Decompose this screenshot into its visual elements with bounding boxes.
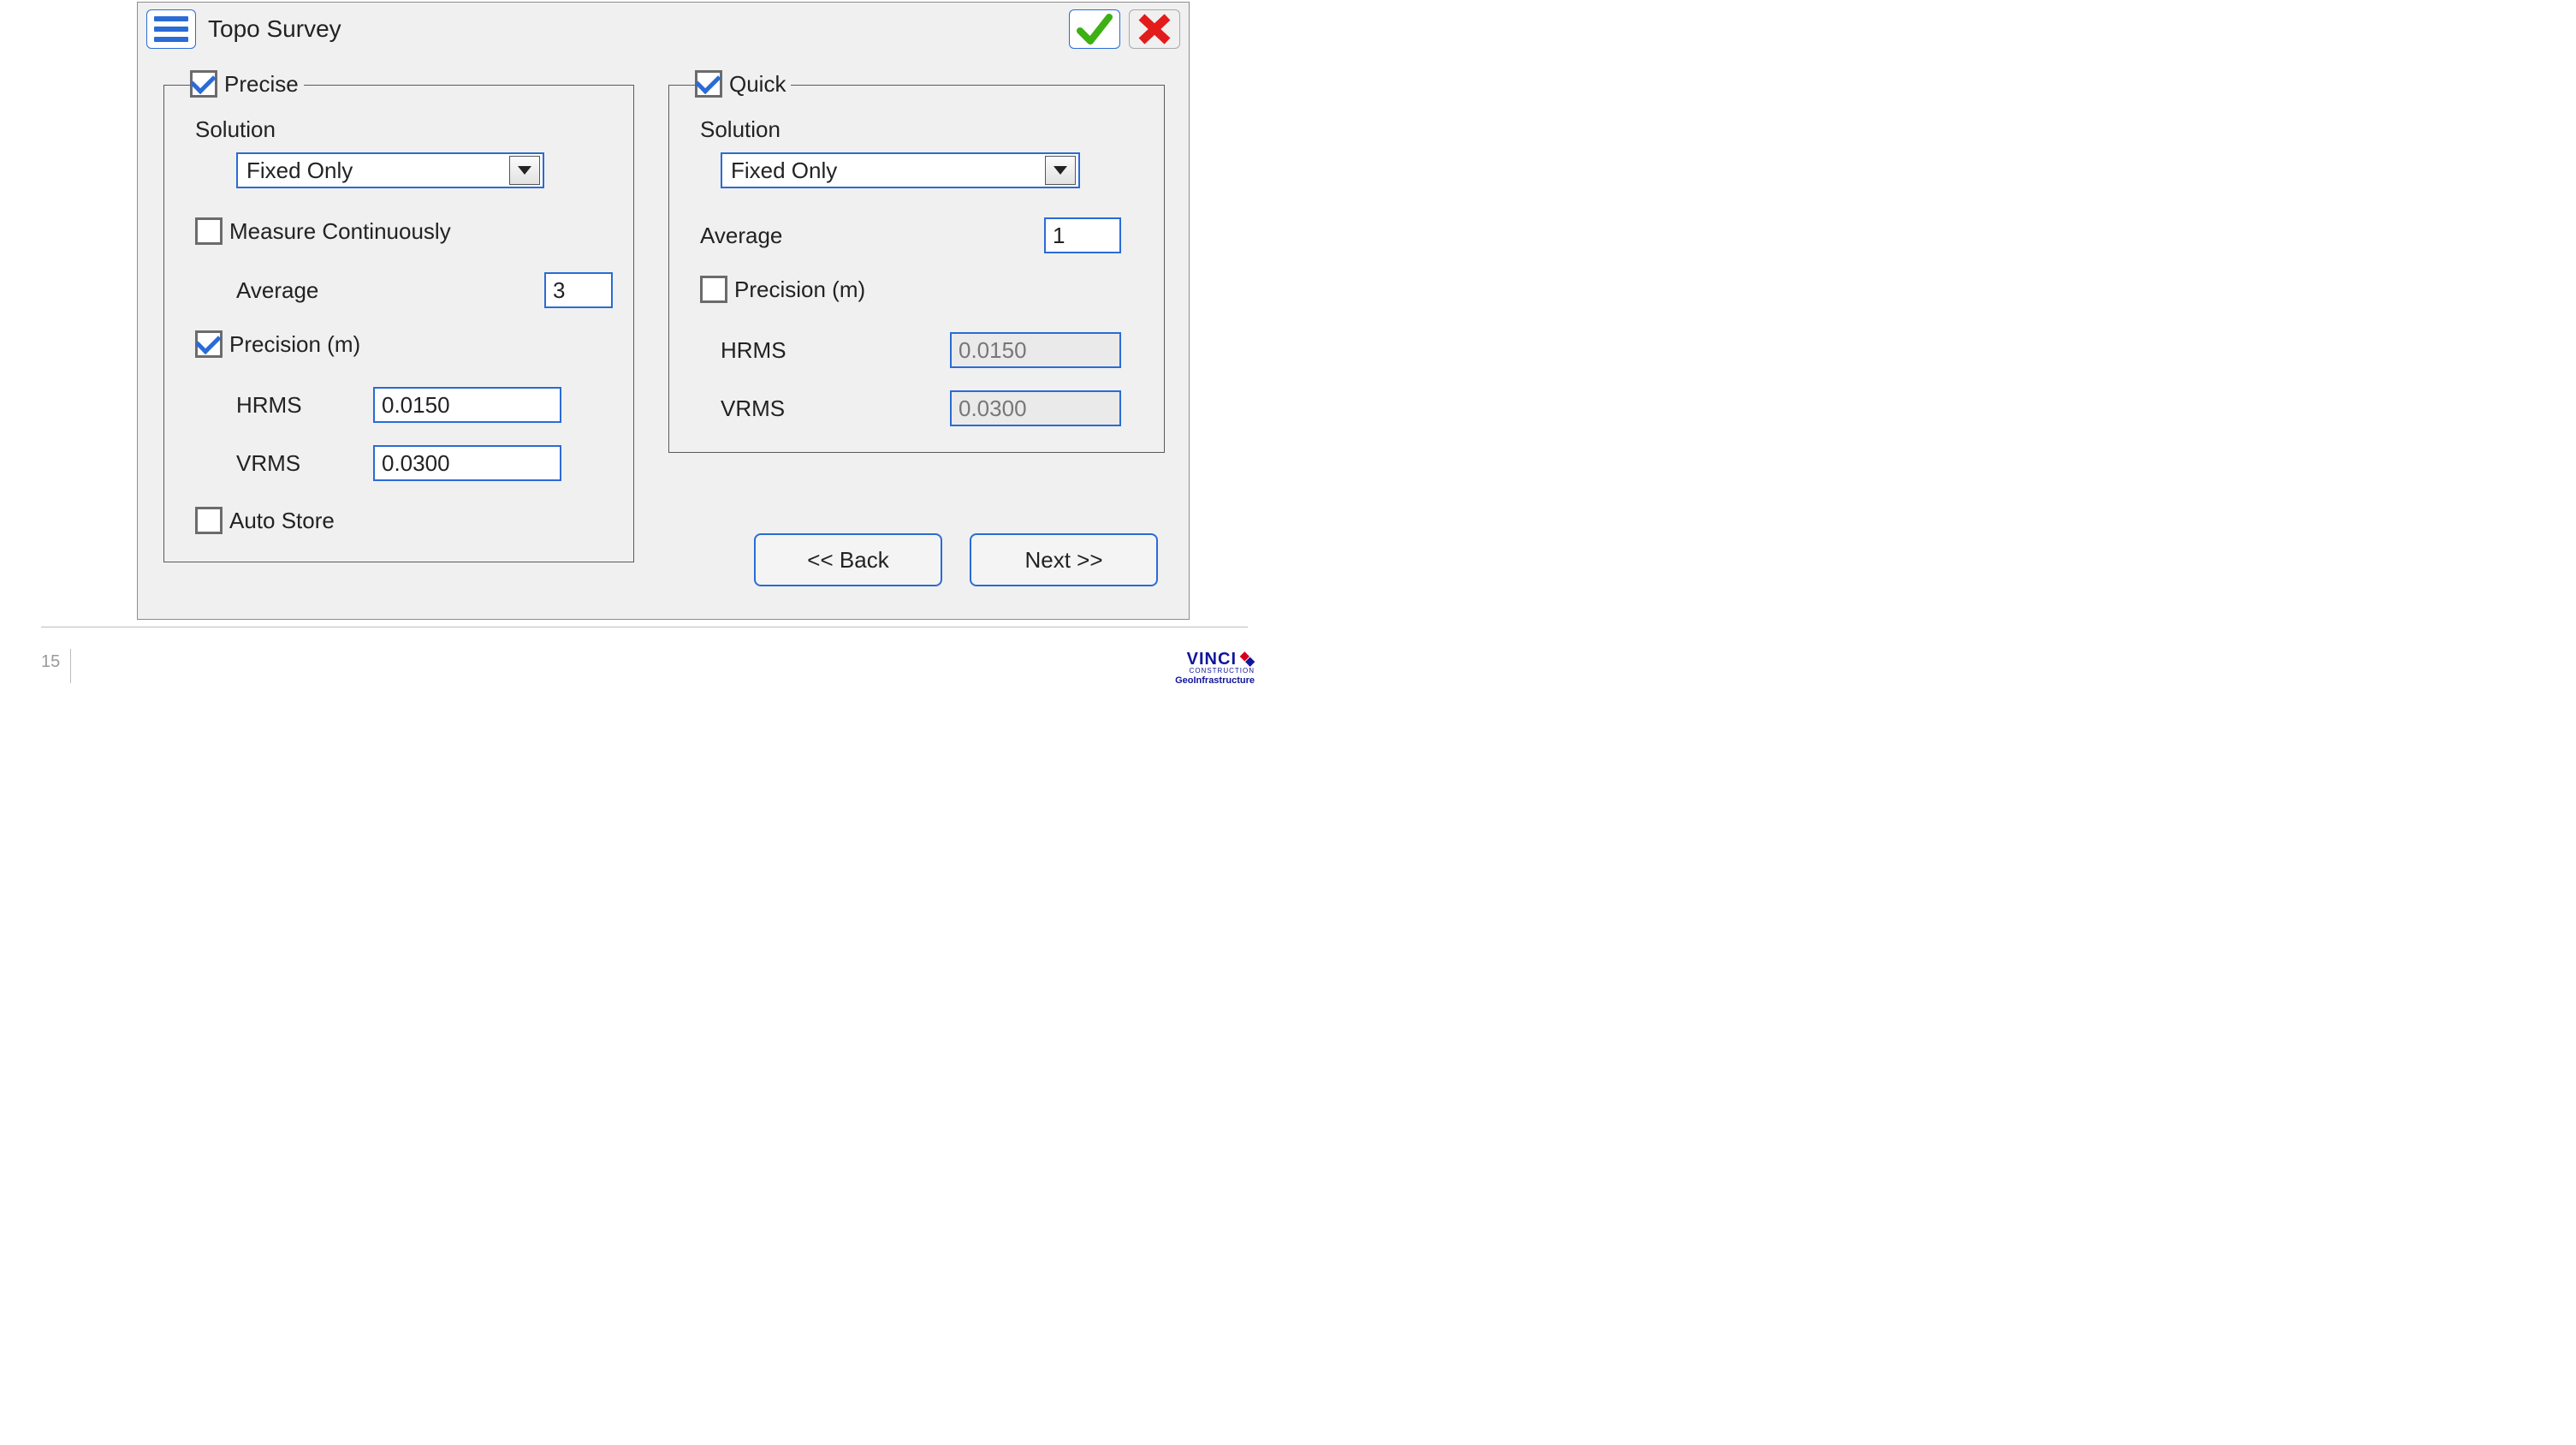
precise-precision-checkbox[interactable] [195,330,223,358]
hamburger-icon [154,37,188,42]
quick-average-input[interactable]: 1 [1044,217,1121,253]
quick-solution-dropdown[interactable]: Fixed Only [721,152,1080,188]
hrms-row: HRMS 0.0150 [236,387,613,423]
measure-continuously-label: Measure Continuously [229,218,451,245]
quick-precision-checkbox[interactable] [700,276,727,303]
vrms-row: VRMS 0.0300 [236,445,613,481]
next-button[interactable]: Next >> [970,533,1158,586]
chevron-down-icon [1045,156,1076,185]
ok-button[interactable] [1069,9,1120,49]
logo-brand-text: VINCI [1187,651,1237,668]
quick-hrms-label: HRMS [721,337,786,364]
page-number: 15 [41,652,60,672]
logo-squares-icon [1240,651,1255,667]
precise-average-input[interactable]: 3 [544,272,613,308]
close-icon [1137,12,1172,46]
check-icon [1077,12,1113,46]
quick-solution-label-row: Solution [700,116,1143,143]
quick-hrms-row: HRMS 0.0150 [721,332,1121,368]
measure-continuously-checkbox[interactable] [195,217,223,245]
chevron-down-icon [509,156,540,185]
precision-row: Precision (m) [195,330,613,358]
slide: Topo Survey Precise Solution [0,0,1289,722]
solution-label-row: Solution [195,116,613,143]
precise-legend: Precise [190,70,304,98]
quick-solution-dd-row: Fixed Only [721,152,1143,188]
precise-vrms-input[interactable]: 0.0300 [373,445,561,481]
quick-solution-label: Solution [700,116,781,143]
quick-legend-label: Quick [729,71,786,98]
quick-vrms-label: VRMS [721,395,785,422]
dropdown-value: Fixed Only [238,158,509,184]
quick-average-row: Average 1 [700,217,1121,253]
measure-row: Measure Continuously [195,217,613,245]
logo-sub1: CONSTRUCTION [1175,668,1255,675]
precise-precision-label: Precision (m) [229,331,360,358]
back-button[interactable]: << Back [754,533,942,586]
precise-hrms-label: HRMS [236,392,302,419]
precise-solution-dropdown[interactable]: Fixed Only [236,152,544,188]
quick-legend: Quick [695,70,791,98]
quick-precision-label: Precision (m) [734,277,865,303]
autostore-row: Auto Store [195,507,613,534]
precise-legend-label: Precise [224,71,299,98]
quick-precision-row: Precision (m) [700,276,1143,303]
menu-button[interactable] [146,9,196,49]
precise-group: Precise Solution Fixed Only Measure Cont… [163,85,634,562]
quick-enable-checkbox[interactable] [695,70,722,98]
title-bar: Topo Survey [146,8,1180,51]
solution-dd-row: Fixed Only [236,152,613,188]
cancel-button[interactable] [1129,9,1180,49]
auto-store-label: Auto Store [229,508,335,534]
quick-average-label: Average [700,223,782,249]
auto-store-checkbox[interactable] [195,507,223,534]
precise-enable-checkbox[interactable] [190,70,217,98]
brand-logo: VINCI CONSTRUCTION GeoInfrastructure [1175,651,1255,686]
quick-vrms-input[interactable]: 0.0300 [950,390,1121,426]
average-row: Average 3 [236,272,613,308]
dropdown-value: Fixed Only [722,158,1045,184]
precise-vrms-label: VRMS [236,450,300,477]
quick-hrms-input[interactable]: 0.0150 [950,332,1121,368]
hamburger-icon [154,27,188,32]
precise-average-label: Average [236,277,318,304]
footer-vertical-divider [70,649,71,683]
quick-vrms-row: VRMS 0.0300 [721,390,1121,426]
quick-group: Quick Solution Fixed Only Average 1 Prec… [668,85,1165,453]
dialog-title: Topo Survey [208,15,341,43]
logo-sub2: GeoInfrastructure [1175,676,1255,686]
dialog-window: Topo Survey Precise Solution [137,2,1190,620]
precise-solution-label: Solution [195,116,276,143]
hamburger-icon [154,16,188,21]
precise-hrms-input[interactable]: 0.0150 [373,387,561,423]
